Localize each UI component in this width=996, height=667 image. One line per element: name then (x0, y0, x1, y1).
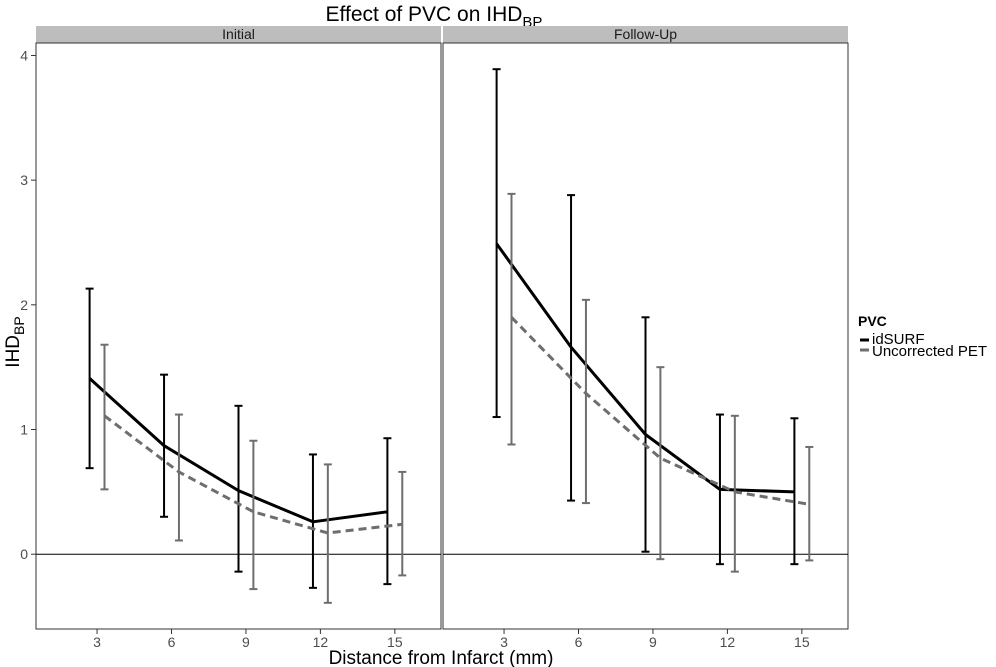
error-bar-initial-uncorrected-pet-12 (323, 463, 332, 604)
series-line-follow-up-uncorrected-pet (510, 316, 810, 506)
error-bar-follow-up-uncorrected-pet-9 (656, 366, 665, 561)
legend-label-uncorrected-pet: Uncorrected PET (872, 343, 987, 360)
y-tick-label-0: 0 (20, 546, 28, 562)
y-tick-label-4: 4 (20, 47, 28, 63)
x-tick-label-initial-3: 3 (93, 634, 101, 650)
legend-label-idsurf: idSURF (872, 331, 925, 348)
y-axis-title-subscript: BP (11, 316, 27, 335)
strip-initial (36, 26, 441, 43)
series-line-initial-idsurf (88, 377, 388, 524)
panel-border-initial (35, 42, 442, 630)
x-axis-title: Distance from Infarct (mm) (329, 648, 554, 667)
x-tick-label-follow-up-12: 12 (720, 634, 736, 650)
y-tick-label-1: 1 (20, 422, 28, 438)
strip-label-initial: Initial (222, 26, 255, 42)
x-tick-label-initial-9: 9 (242, 634, 250, 650)
panel-initial: Initial (35, 26, 442, 630)
error-bar-initial-uncorrected-pet-15 (398, 470, 407, 577)
strip-follow-up (443, 26, 848, 43)
panel-follow-up: Follow-Up (442, 26, 849, 630)
facet-panels: Initial Follow-Up (35, 26, 849, 630)
x-axis: 3 6 9 12 15 3 6 9 12 15 (93, 629, 810, 650)
error-bar-follow-up-uncorrected-pet-15 (805, 445, 814, 562)
y-tick-label-2: 2 (20, 297, 28, 313)
y-tick-label-3: 3 (20, 172, 28, 188)
error-bar-initial-idsurf-15 (383, 437, 392, 586)
panel-border-follow-up (442, 42, 849, 630)
strip-label-follow-up: Follow-Up (614, 26, 677, 42)
x-tick-label-initial-15: 15 (387, 634, 403, 650)
legend-title: PVC (858, 313, 887, 329)
error-bar-initial-uncorrected-pet-6 (174, 413, 183, 542)
error-bar-follow-up-uncorrected-pet-12 (730, 414, 739, 573)
y-axis-title: IHDBP (3, 316, 27, 367)
x-tick-label-follow-up-9: 9 (649, 634, 657, 650)
error-bar-follow-up-idsurf-3 (492, 68, 501, 419)
error-bar-initial-idsurf-9 (234, 404, 243, 573)
x-tick-label-follow-up-3: 3 (500, 634, 508, 650)
series-line-initial-uncorrected-pet (103, 414, 403, 535)
error-bar-follow-up-uncorrected-pet-6 (581, 298, 590, 505)
x-tick-label-initial-12: 12 (313, 634, 329, 650)
error-bar-initial-uncorrected-pet-9 (249, 439, 258, 591)
x-tick-label-follow-up-6: 6 (575, 634, 583, 650)
x-tick-label-follow-up-15: 15 (794, 634, 810, 650)
y-axis: 0 1 2 3 4 (20, 47, 36, 562)
error-bar-initial-idsurf-3 (85, 287, 94, 470)
x-tick-label-initial-6: 6 (168, 634, 176, 650)
legend: PVC idSURF Uncorrected PET (858, 313, 987, 360)
series-line-follow-up-idsurf (495, 242, 795, 494)
